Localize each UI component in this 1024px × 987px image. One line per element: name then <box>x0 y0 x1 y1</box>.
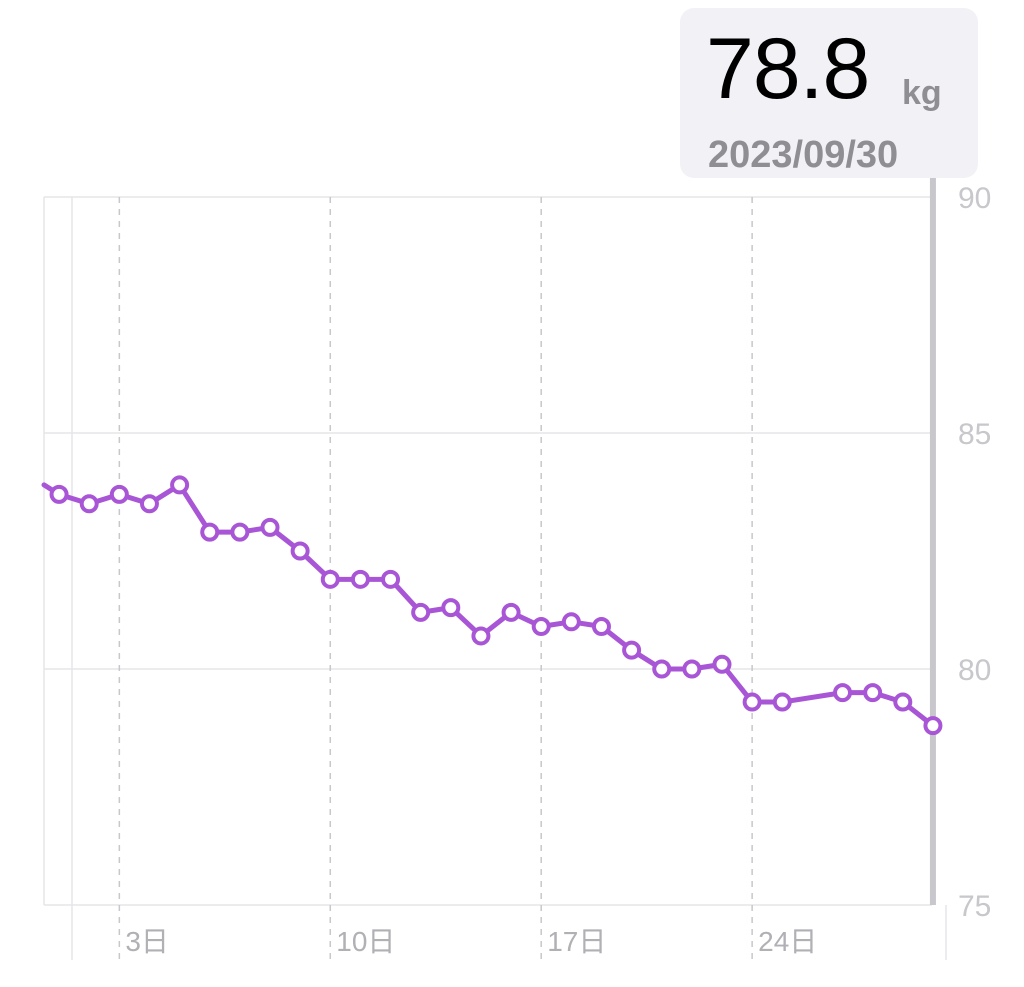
selected-value-tooltip: 78.8 kg 2023/09/30 <box>680 8 978 178</box>
data-point <box>441 598 461 618</box>
data-point <box>471 626 491 646</box>
x-tick-label: 17日 <box>547 926 606 957</box>
axis-layer: 75 80 85 90 3日 10日 17日 24日 <box>125 182 991 957</box>
data-point <box>712 654 732 674</box>
data-point <box>200 522 220 542</box>
data-point <box>49 484 69 504</box>
selected-date: 2023/09/30 <box>708 134 899 176</box>
y-tick-label: 75 <box>958 890 991 923</box>
grid-layer <box>43 178 947 960</box>
y-tick-label: 80 <box>958 654 991 687</box>
data-point <box>350 569 370 589</box>
data-point <box>561 612 581 632</box>
y-tick-label: 85 <box>958 418 991 451</box>
x-tick-label: 10日 <box>336 926 395 957</box>
data-point <box>381 569 401 589</box>
selected-weight-value: 78.8 <box>706 21 870 117</box>
data-point <box>652 659 672 679</box>
data-point <box>501 602 521 622</box>
x-tick-label: 24日 <box>758 926 817 957</box>
data-point <box>833 683 853 703</box>
data-point <box>290 541 310 561</box>
series-line <box>41 482 936 729</box>
y-tick-label: 90 <box>958 182 991 215</box>
data-point <box>230 522 250 542</box>
data-point <box>170 475 190 495</box>
data-point <box>591 617 611 637</box>
data-point <box>79 494 99 514</box>
data-point <box>411 602 431 622</box>
data-point <box>531 617 551 637</box>
weight-unit: kg <box>902 74 942 112</box>
data-point <box>260 517 280 537</box>
x-tick-label: 3日 <box>125 926 169 957</box>
data-point <box>742 692 762 712</box>
series-layer <box>41 475 943 736</box>
data-point <box>109 484 129 504</box>
data-point <box>772 692 792 712</box>
data-point <box>863 683 883 703</box>
data-point <box>622 640 642 660</box>
data-point <box>923 716 943 736</box>
data-point <box>682 659 702 679</box>
data-point <box>320 569 340 589</box>
data-point <box>139 494 159 514</box>
data-point <box>893 692 913 712</box>
